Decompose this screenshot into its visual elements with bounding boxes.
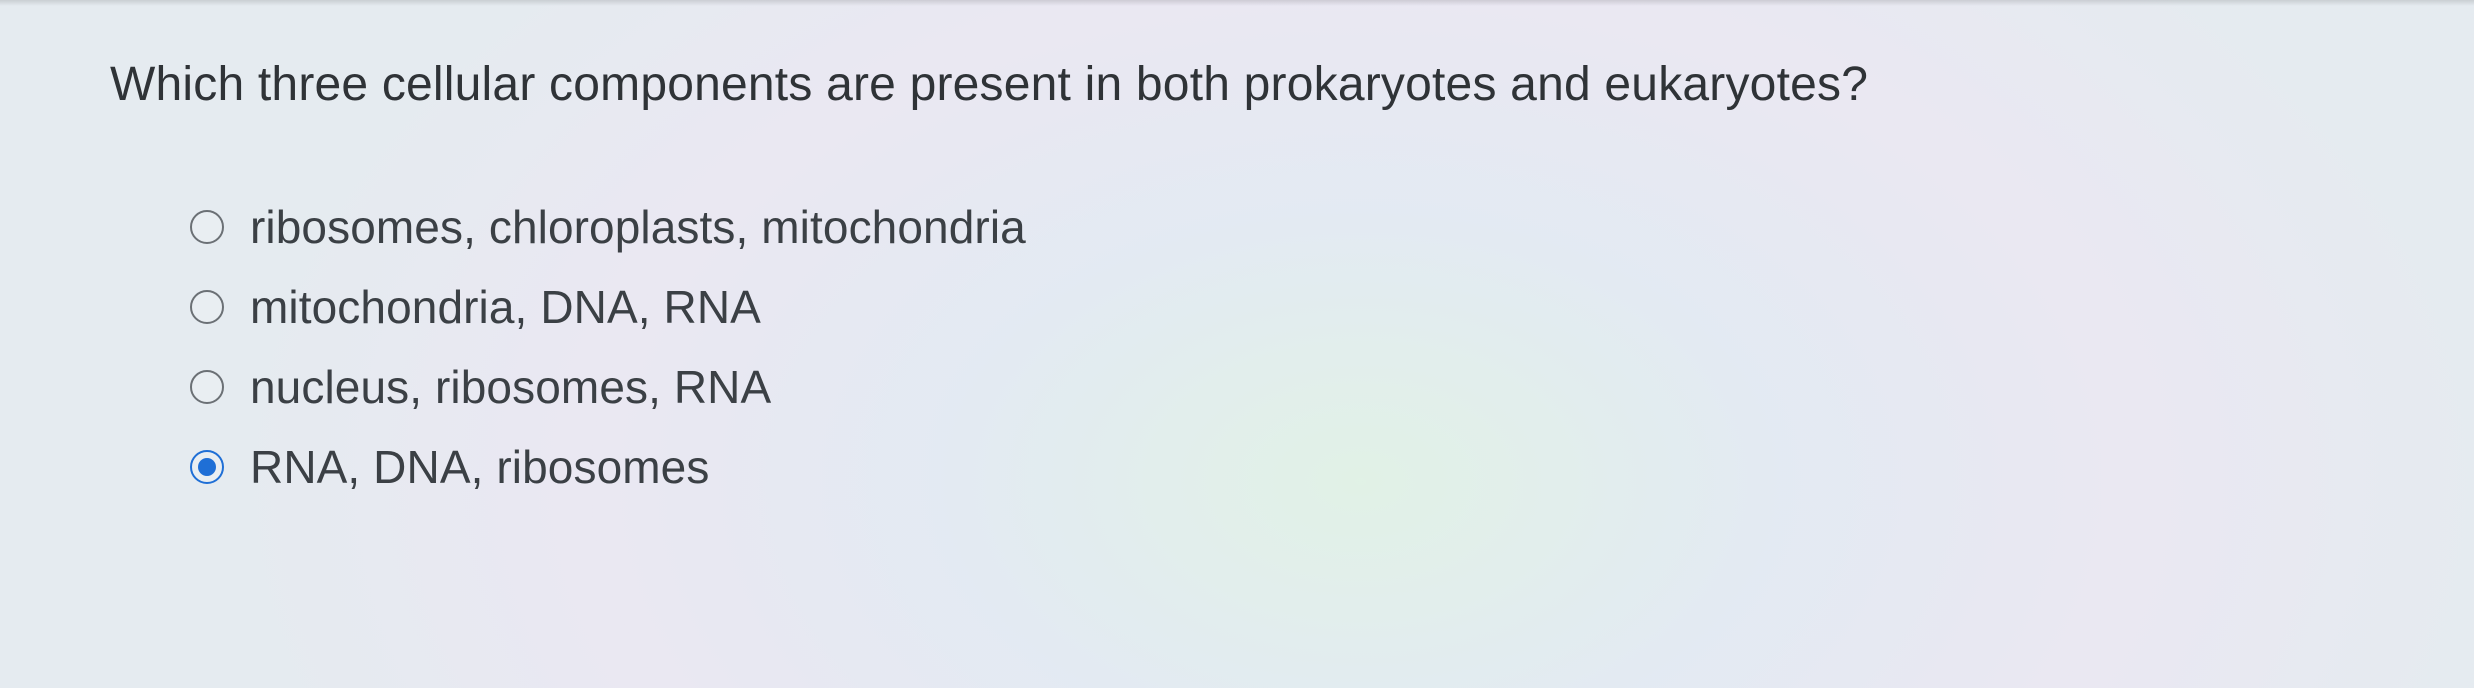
question-text: Which three cellular components are pres… [110,55,2364,115]
option-row-1[interactable]: mitochondria, DNA, RNA [190,280,2364,334]
radio-icon[interactable] [190,370,224,404]
top-shadow-edge [0,0,2474,6]
radio-icon[interactable] [190,210,224,244]
quiz-container: Which three cellular components are pres… [0,0,2474,560]
option-label: RNA, DNA, ribosomes [250,440,709,494]
option-label: mitochondria, DNA, RNA [250,280,761,334]
option-row-0[interactable]: ribosomes, chloroplasts, mitochondria [190,200,2364,254]
option-row-2[interactable]: nucleus, ribosomes, RNA [190,360,2364,414]
option-label: ribosomes, chloroplasts, mitochondria [250,200,1026,254]
option-label: nucleus, ribosomes, RNA [250,360,771,414]
radio-icon[interactable] [190,450,224,484]
options-group: ribosomes, chloroplasts, mitochondria mi… [110,200,2364,494]
radio-icon[interactable] [190,290,224,324]
option-row-3[interactable]: RNA, DNA, ribosomes [190,440,2364,494]
